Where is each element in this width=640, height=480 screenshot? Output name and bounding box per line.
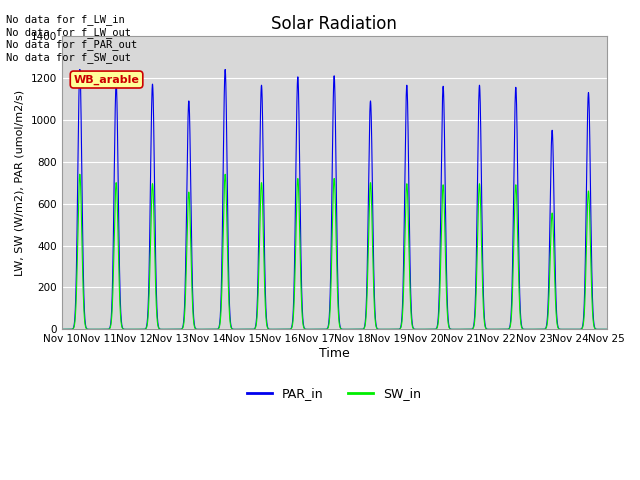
PAR_in bbox=[601, 326, 609, 332]
Title: Solar Radiation: Solar Radiation bbox=[271, 15, 397, 33]
SW_in bbox=[58, 326, 65, 332]
Y-axis label: LW, SW (W/m2), PAR (umol/m2/s): LW, SW (W/m2), PAR (umol/m2/s) bbox=[15, 90, 25, 276]
PAR_in bbox=[169, 326, 177, 332]
PAR_in bbox=[262, 301, 269, 307]
X-axis label: Time: Time bbox=[319, 347, 349, 360]
Legend: PAR_in, SW_in: PAR_in, SW_in bbox=[242, 382, 426, 405]
SW_in bbox=[487, 326, 495, 332]
PAR_in bbox=[487, 326, 495, 332]
SW_in bbox=[601, 326, 609, 332]
SW_in bbox=[603, 326, 611, 332]
Line: SW_in: SW_in bbox=[61, 174, 607, 329]
PAR_in bbox=[603, 326, 611, 332]
Text: No data for f_LW_in
No data for f_LW_out
No data for f_PAR_out
No data for f_SW_: No data for f_LW_in No data for f_LW_out… bbox=[6, 14, 138, 63]
PAR_in bbox=[76, 67, 84, 72]
SW_in bbox=[175, 326, 182, 332]
Text: WB_arable: WB_arable bbox=[74, 74, 140, 84]
Line: PAR_in: PAR_in bbox=[61, 70, 607, 329]
PAR_in bbox=[58, 326, 65, 332]
SW_in bbox=[262, 311, 269, 317]
PAR_in bbox=[175, 326, 182, 332]
PAR_in bbox=[410, 325, 417, 331]
SW_in bbox=[76, 171, 84, 177]
SW_in bbox=[169, 326, 177, 332]
SW_in bbox=[410, 326, 417, 332]
